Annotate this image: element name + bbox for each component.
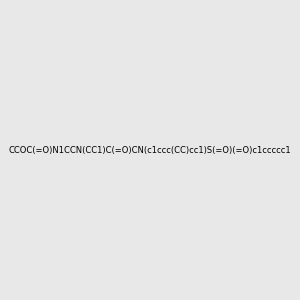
Text: CCOC(=O)N1CCN(CC1)C(=O)CN(c1ccc(CC)cc1)S(=O)(=O)c1ccccc1: CCOC(=O)N1CCN(CC1)C(=O)CN(c1ccc(CC)cc1)S… xyxy=(9,146,291,154)
